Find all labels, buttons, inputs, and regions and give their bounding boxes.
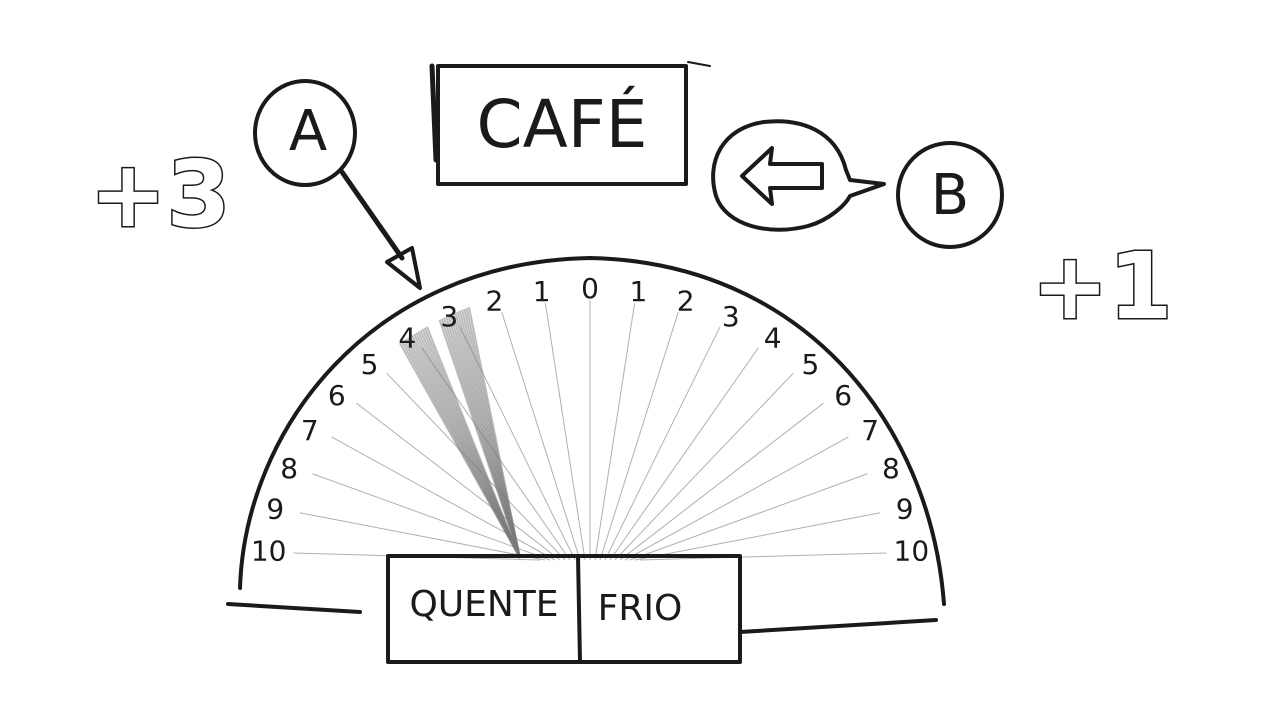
dial-guide-line [312, 473, 551, 561]
dial-number-left-8[interactable]: 8 [280, 452, 298, 485]
player-b-token[interactable]: B [896, 141, 1004, 249]
dial-number-left-6[interactable]: 6 [328, 379, 346, 412]
cold-button-label: FRIO [598, 588, 683, 629]
dial-number-left-10[interactable]: 10 [251, 534, 287, 567]
dial-guide-lines [293, 300, 887, 561]
title-card-border [436, 64, 688, 186]
cold-button[interactable]: FRIO [582, 560, 736, 658]
baseline-right [738, 618, 938, 634]
dial-guide-line [299, 512, 546, 561]
buttons-frame [386, 554, 742, 664]
dial-number-right-2[interactable]: 2 [677, 285, 695, 318]
hot-button[interactable]: QUENTE [392, 560, 576, 658]
dial-guide-line [604, 326, 721, 561]
dial-number-right-6[interactable]: 6 [834, 379, 852, 412]
baseline-left [226, 602, 362, 614]
dial-guide-line [639, 552, 887, 561]
score-b: +1 [1030, 232, 1174, 342]
dial-number-center[interactable]: 0 [581, 272, 599, 305]
dial-guide-line [501, 312, 581, 561]
score-b-text: +1 [1031, 233, 1172, 340]
player-a-token[interactable]: A [253, 79, 357, 187]
dial-guide-line [594, 302, 636, 561]
dial-shaded-wedge [399, 306, 521, 559]
dial-number-left-2[interactable]: 2 [485, 285, 503, 318]
dial-arc [238, 256, 946, 606]
player-a-circle [253, 79, 357, 187]
hot-button-label: QUENTE [409, 584, 558, 625]
dial-guide-line [624, 436, 849, 561]
dial-guide-line [356, 402, 561, 561]
dial-guide-line [634, 512, 881, 561]
dial-number-left-5[interactable]: 5 [361, 348, 379, 381]
dial-guide-line [614, 372, 794, 561]
dial-guide-line [331, 436, 556, 561]
player-a-label: A [289, 99, 327, 164]
dial-number-left-9[interactable]: 9 [266, 493, 284, 526]
dial-number-right-5[interactable]: 5 [802, 348, 820, 381]
dial-number-right-3[interactable]: 3 [722, 300, 740, 333]
player-b-label: B [931, 163, 969, 228]
dial-number-left-4[interactable]: 4 [398, 321, 416, 354]
dial-number-right-1[interactable]: 1 [629, 275, 647, 308]
dial-number-right-7[interactable]: 7 [861, 414, 879, 447]
dial-guide-line [599, 312, 679, 561]
dial-shade-stroke [399, 342, 521, 559]
dial-number-right-8[interactable]: 8 [882, 452, 900, 485]
dial-number-left-1[interactable]: 1 [533, 275, 551, 308]
left-arrow-icon [740, 146, 824, 206]
down-arrow-pointer-icon [339, 169, 422, 290]
dial-guide-line [629, 473, 868, 561]
dial-shade-stroke [438, 319, 521, 559]
player-b-circle [896, 141, 1004, 249]
dial-number-right-10[interactable]: 10 [894, 534, 930, 567]
dial-number-right-9[interactable]: 9 [896, 493, 914, 526]
score-a: +3 [88, 140, 232, 250]
dial-number-left-7[interactable]: 7 [301, 414, 319, 447]
dial-number-right-4[interactable]: 4 [764, 321, 782, 354]
score-a-text: +3 [89, 141, 230, 248]
dial-guide-line [619, 402, 824, 561]
speech-bubble [711, 119, 886, 232]
dial-guide-line [544, 302, 586, 561]
dial-guide-line [609, 347, 759, 561]
title-text: CAFÉ [477, 85, 648, 163]
title-card: CAFÉ [429, 61, 711, 186]
temperature-buttons: QUENTE FRIO [386, 554, 742, 664]
dial-number-left-3[interactable]: 3 [440, 300, 458, 333]
